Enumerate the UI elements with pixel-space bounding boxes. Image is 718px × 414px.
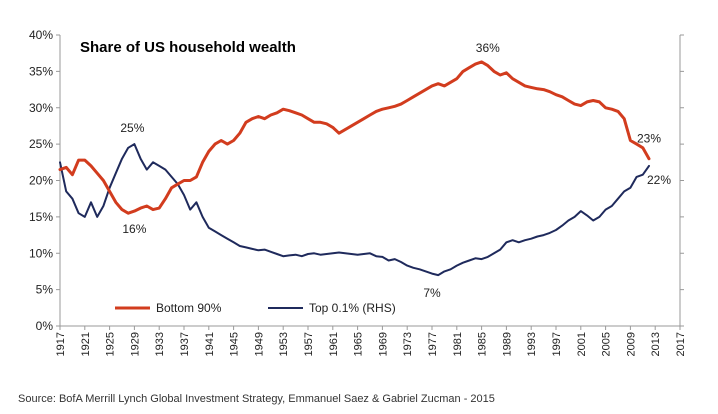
y-tick-label: 35% (29, 64, 53, 78)
x-tick-label: 1977 (427, 332, 439, 356)
x-tick-label: 1921 (80, 332, 92, 356)
legend: Bottom 90% Top 0.1% (RHS) (115, 301, 396, 315)
x-tick-label: 1937 (179, 332, 191, 356)
x-tick-label: 1945 (229, 332, 241, 356)
data-label: 16% (122, 222, 146, 236)
series-layer (58, 60, 651, 277)
data-label: 7% (423, 286, 441, 300)
series-line-bottom-90 (58, 60, 651, 215)
chart-title: Share of US household wealth (80, 39, 296, 56)
data-label: 23% (637, 132, 661, 146)
x-tick-label: 1953 (278, 332, 290, 356)
y-tick-label: 40% (29, 28, 53, 42)
y-tick-label: 0% (36, 319, 54, 333)
source-note: Source: BofA Merrill Lynch Global Invest… (18, 393, 495, 405)
y-tick-label: 25% (29, 137, 53, 151)
x-tick-label: 1917 (55, 332, 67, 356)
y-axis: 0% 5% 10% 15% 20% 25% 30% 35% 40% (29, 28, 684, 333)
x-tick-label: 1933 (154, 332, 166, 356)
x-tick-label: 1997 (551, 332, 563, 356)
x-tick-label: 1981 (452, 332, 464, 356)
series-line-top-0-1 (59, 143, 650, 277)
legend-label-top-0-1: Top 0.1% (RHS) (309, 301, 396, 315)
x-axis: 1917 1921 1925 1929 1933 1937 1941 1945 1949 1953… (55, 325, 687, 356)
x-tick-label: 1965 (353, 332, 365, 356)
x-tick-label: 1929 (129, 332, 141, 356)
y-tick-label: 15% (29, 210, 53, 224)
x-tick-label: 1985 (477, 332, 489, 356)
x-tick-label: 2009 (625, 332, 637, 356)
y-tick-label: 5% (36, 283, 54, 297)
x-tick-label: 1989 (501, 332, 513, 356)
x-tick-label: 1925 (105, 332, 117, 356)
x-tick-label: 2001 (576, 332, 588, 356)
y-tick-label: 20% (29, 174, 53, 188)
data-label: 36% (476, 41, 500, 55)
y-tick-label: 10% (29, 246, 53, 260)
x-tick-label: 1973 (402, 332, 414, 356)
x-tick-label: 1941 (204, 332, 216, 356)
x-tick-label: 1969 (377, 332, 389, 356)
annotation-layer: 16% 36% 23% 25% 7% 22% (120, 41, 671, 300)
x-tick-label: 1993 (526, 332, 538, 356)
legend-label-bottom-90: Bottom 90% (156, 301, 222, 315)
x-tick-label: 2005 (601, 332, 613, 356)
x-tick-label: 2013 (650, 332, 662, 356)
x-tick-label: 1961 (328, 332, 340, 356)
x-tick-label: 1957 (303, 332, 315, 356)
x-tick-label: 2017 (675, 332, 687, 356)
y-tick-label: 30% (29, 101, 53, 115)
x-tick-label: 1949 (253, 332, 265, 356)
data-label: 22% (647, 173, 671, 187)
data-label: 25% (120, 121, 144, 135)
